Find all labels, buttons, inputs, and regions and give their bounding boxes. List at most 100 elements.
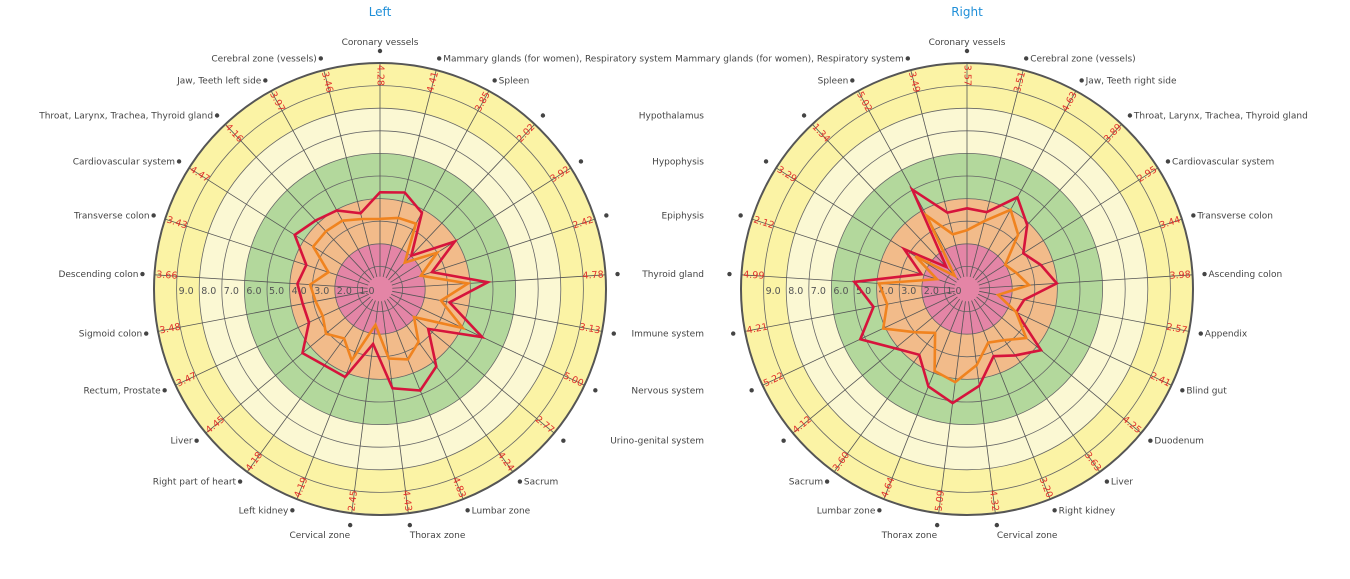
axis-marker-dot (1127, 113, 1133, 118)
axis-spoke (392, 290, 603, 332)
axis-marker-dot (964, 48, 970, 54)
axis-marker-dot (194, 438, 199, 443)
axis-label: Jaw, Teeth right side (1085, 76, 1177, 86)
axis-value-label: 3.66 (156, 269, 178, 281)
axis-spoke (833, 298, 961, 473)
axis-marker-dot (763, 159, 769, 164)
series-line-orange (877, 208, 1032, 384)
axis-marker-dot (1148, 438, 1153, 443)
axis-marker-dot (905, 56, 911, 61)
chart-title-left: Left (369, 5, 392, 19)
axis-value-label: 3.48 (159, 322, 182, 337)
axis-spoke (741, 274, 955, 289)
axis-label: Sigmoid colon (79, 330, 142, 340)
axis-label: Coronary vessels (929, 38, 1006, 48)
axis-marker-dot (1023, 56, 1029, 61)
axis-marker-dot (1079, 78, 1084, 83)
axis-spoke (978, 293, 1172, 386)
axis-label: Lumbar zone (472, 506, 531, 516)
axis-label: Mammary glands (for women), Respiratory … (443, 54, 672, 64)
axis-label: Cervical zone (290, 531, 351, 541)
axis-marker-dot (731, 331, 736, 336)
axis-spoke (979, 274, 1193, 289)
axis-label: Liver (171, 437, 193, 447)
axis-spoke (968, 301, 996, 514)
axis-marker-dot (801, 113, 807, 118)
axis-marker-dot (237, 479, 243, 484)
axis-label: Transverse colon (73, 211, 150, 221)
axis-label: Cerebral zone (vessels) (211, 54, 316, 64)
axis-spoke (910, 70, 965, 278)
axis-marker-dot (850, 78, 855, 83)
axis-marker-dot (824, 479, 830, 484)
axis-label: Transverse colon (1196, 211, 1273, 221)
radial-tick-label: 7.0 (224, 286, 239, 297)
radar-chart-right: 1.02.03.04.05.06.07.08.09.03.57 3.514.633… (675, 38, 1308, 541)
axis-marker-dot (934, 522, 940, 528)
axis-label: Right part of heart (153, 478, 237, 488)
axis-spoke (246, 298, 374, 473)
radial-tick-label: 8.0 (788, 286, 803, 297)
axis-marker-dot (517, 479, 523, 484)
axis-label: Blind gut (1186, 386, 1227, 396)
axis-marker-dot (738, 213, 743, 218)
axis-value-label: 4.28 (374, 65, 385, 86)
axis-marker-dot (781, 438, 786, 443)
radial-tick-label: 6.0 (246, 286, 261, 297)
axis-spoke (971, 300, 1051, 500)
axis-spoke (296, 300, 376, 500)
axis-spoke (382, 70, 437, 278)
axis-spoke (164, 218, 369, 286)
axis-label: Mammary glands (for women), Respiratory … (675, 54, 904, 64)
axis-marker-dot (604, 213, 609, 218)
radial-tick-label: 7.0 (811, 286, 826, 297)
axis-value-label: 5.09 (933, 490, 947, 512)
axis-spoke (154, 274, 368, 289)
axis-marker-dot (727, 271, 732, 277)
axis-marker-dot (377, 48, 383, 54)
axis-label: Urino-genital system (610, 437, 704, 447)
axis-marker-dot (877, 508, 882, 513)
axis-spoke (390, 167, 572, 283)
axis-value-label: 3.13 (578, 322, 601, 337)
axis-spoke (812, 123, 959, 281)
axis-label: Right kidney (1059, 506, 1116, 516)
axis-label: Hypothalamus (639, 112, 705, 122)
axis-spoke (323, 70, 378, 278)
axis-marker-dot (151, 213, 156, 218)
axis-marker-dot (176, 159, 182, 164)
radial-tick-label: 9.0 (179, 286, 194, 297)
axis-value-label: 4.41 (425, 70, 441, 93)
axis-spoke (978, 218, 1183, 286)
axis-value-label: 3.51 (1012, 70, 1028, 93)
axis-label: Left kidney (239, 506, 289, 516)
axis-label: Coronary vessels (342, 38, 419, 48)
axis-value-label: 3.57 (961, 65, 972, 86)
axis-marker-dot (407, 522, 413, 528)
axis-value-label: 4.21 (746, 322, 769, 337)
axis-label: Ascending colon (1209, 270, 1283, 280)
axis-marker-dot (347, 522, 353, 528)
axis-spoke (391, 218, 596, 286)
radial-tick-label: 5.0 (856, 286, 871, 297)
axis-marker-dot (140, 271, 145, 277)
axis-marker-dot (611, 331, 616, 336)
axis-spoke (972, 90, 1077, 279)
axis-value-label: 4.99 (743, 269, 765, 281)
axis-label: Throat, Larynx, Trachea, Thyroid gland (1133, 112, 1308, 122)
axis-label: Sacrum (789, 478, 823, 488)
axis-marker-dot (615, 271, 620, 277)
radial-tick-label: 2.0 (337, 286, 352, 297)
axis-marker-dot (214, 113, 220, 118)
axis-spoke (973, 298, 1101, 473)
axis-spoke (384, 300, 464, 500)
axis-spoke (976, 296, 1142, 434)
series-line-red (851, 186, 1059, 405)
axis-spoke (157, 290, 368, 332)
axis-spoke (857, 90, 962, 279)
axis-marker-dot (994, 522, 1000, 528)
axis-marker-dot (144, 331, 149, 336)
axis-spoke (977, 167, 1159, 283)
axis-label: Lumbar zone (817, 506, 876, 516)
axis-marker-dot (593, 388, 598, 393)
